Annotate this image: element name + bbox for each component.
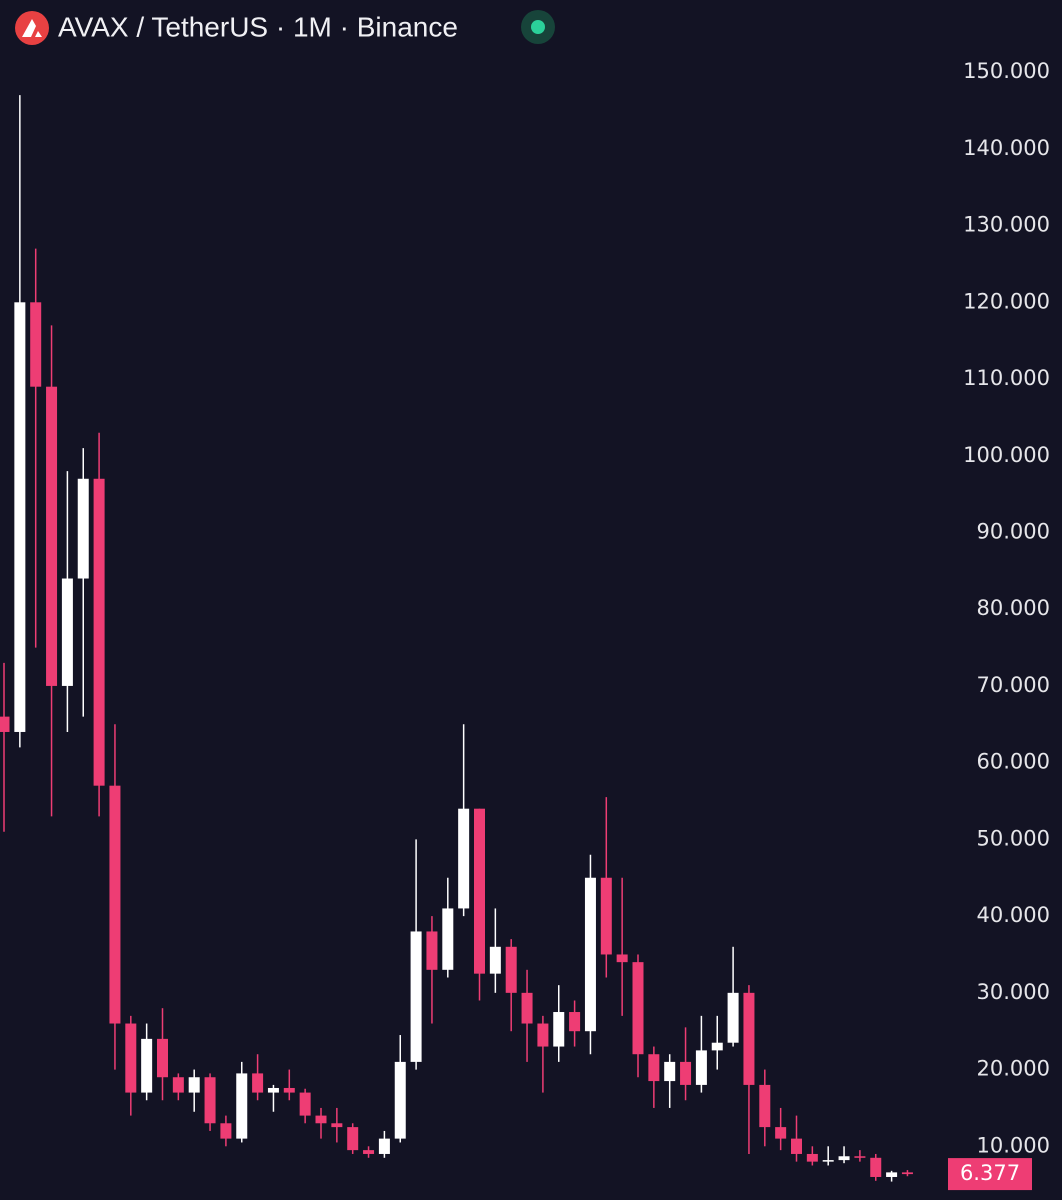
candle-body bbox=[14, 302, 26, 732]
candle-body bbox=[331, 1123, 343, 1128]
header: AVAX / TetherUS · 1M · Binance bbox=[15, 10, 555, 45]
candle-body bbox=[0, 716, 10, 732]
candle-body bbox=[521, 992, 533, 1024]
candle-body bbox=[632, 962, 644, 1055]
candle-body bbox=[188, 1077, 200, 1093]
candle-body bbox=[458, 808, 470, 909]
chart-title: AVAX / TetherUS · 1M · Binance bbox=[58, 11, 458, 42]
candle-body bbox=[141, 1038, 153, 1093]
plot-area bbox=[0, 95, 913, 1182]
candle-body bbox=[901, 1172, 913, 1175]
candle-body bbox=[315, 1115, 327, 1124]
y-tick-label: 10.000 bbox=[977, 1133, 1050, 1157]
candle-body bbox=[648, 1054, 660, 1082]
candle-body bbox=[267, 1087, 279, 1093]
y-tick-label: 60.000 bbox=[977, 750, 1050, 774]
candle-body bbox=[791, 1138, 802, 1154]
candle-body bbox=[252, 1073, 264, 1093]
candle-body bbox=[759, 1084, 771, 1128]
candle-body bbox=[299, 1092, 311, 1116]
candle-body bbox=[157, 1038, 168, 1078]
candle-body bbox=[410, 931, 422, 1062]
candle-body bbox=[394, 1061, 406, 1139]
candle-body bbox=[489, 946, 501, 974]
candle-body bbox=[236, 1073, 248, 1139]
candle-body bbox=[680, 1061, 692, 1085]
y-tick-label: 110.000 bbox=[963, 366, 1050, 390]
candle-body bbox=[870, 1157, 882, 1177]
candle-body bbox=[505, 946, 517, 993]
candle-body bbox=[854, 1156, 866, 1158]
y-tick-label: 50.000 bbox=[977, 826, 1050, 850]
y-tick-label: 130.000 bbox=[963, 213, 1050, 237]
candle-body bbox=[664, 1061, 676, 1082]
candle-body bbox=[616, 954, 628, 963]
y-tick-label: 70.000 bbox=[977, 673, 1050, 697]
market-status-dot bbox=[531, 20, 545, 34]
candle-body bbox=[125, 1023, 137, 1093]
last-price-badge bbox=[948, 1158, 1032, 1191]
candle-body bbox=[584, 877, 596, 1032]
candle-body bbox=[695, 1050, 707, 1085]
candle-body bbox=[30, 302, 42, 387]
candle-body bbox=[172, 1077, 184, 1093]
candle-body bbox=[363, 1150, 375, 1154]
candle-body bbox=[600, 877, 612, 955]
candle-body bbox=[474, 808, 485, 974]
candle-body bbox=[537, 1023, 549, 1047]
candle-body bbox=[442, 908, 454, 970]
candle-body bbox=[378, 1138, 390, 1154]
y-tick-label: 150.000 bbox=[963, 59, 1050, 83]
candle-body bbox=[220, 1123, 232, 1139]
y-tick-label: 100.000 bbox=[963, 443, 1050, 467]
y-tick-label: 120.000 bbox=[963, 289, 1050, 313]
last-price-label: 6.377 bbox=[960, 1161, 1020, 1185]
candle-body bbox=[61, 578, 73, 686]
candle-body bbox=[204, 1077, 216, 1124]
candle-body bbox=[553, 1012, 565, 1047]
candle-body bbox=[77, 478, 89, 579]
candle-body bbox=[46, 386, 58, 686]
candle-body bbox=[347, 1127, 359, 1151]
candle-body bbox=[109, 785, 121, 1024]
y-tick-label: 30.000 bbox=[977, 980, 1050, 1004]
candle-body bbox=[727, 992, 739, 1043]
candle-body bbox=[569, 1012, 581, 1032]
candle-body bbox=[743, 992, 755, 1085]
candle-body bbox=[426, 931, 438, 970]
y-tick-label: 40.000 bbox=[977, 903, 1050, 927]
y-tick-label: 140.000 bbox=[963, 136, 1050, 160]
symbol-logo-glyph bbox=[22, 19, 42, 37]
candle-body bbox=[711, 1042, 723, 1051]
y-tick-label: 80.000 bbox=[977, 596, 1050, 620]
y-tick-label: 90.000 bbox=[977, 519, 1050, 543]
candle-body bbox=[775, 1127, 787, 1139]
candle-body bbox=[822, 1160, 834, 1162]
candle-body bbox=[283, 1087, 295, 1093]
y-tick-label: 20.000 bbox=[977, 1057, 1050, 1081]
candle-body bbox=[806, 1153, 818, 1162]
candle-body bbox=[838, 1156, 850, 1161]
candle-body bbox=[93, 478, 105, 786]
candle-body bbox=[886, 1172, 898, 1177]
